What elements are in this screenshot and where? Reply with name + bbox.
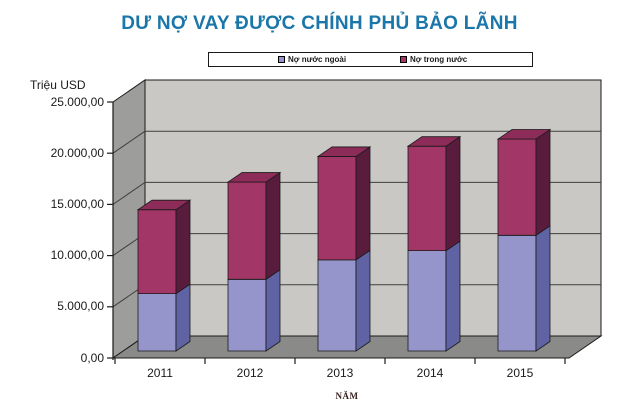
x-category-label: 2011 [147,366,173,380]
y-axis-title: Triệu USD [30,78,86,92]
bar-2014-series2-front [407,145,447,252]
x-category-label: 2013 [326,366,354,380]
x-category-label: 2015 [506,366,534,380]
bar-2011-series1-front [137,293,177,352]
bar-2015-series2-side [535,128,551,237]
bar-2012-series1-front [227,278,267,352]
legend-label: Nợ trong nước [410,55,468,64]
legend: Nợ nước ngoài Nợ trong nước [208,52,533,67]
bar-2013-series1-front [317,259,357,352]
bar-2011-series2-side [175,199,191,295]
x-category-label: 2014 [416,366,444,380]
x-category-label: 2012 [236,366,264,380]
bar-2013-series2-side [355,146,371,261]
legend-swatch-icon [400,56,407,63]
y-tick-label: 0,00 [80,350,104,365]
legend-label: Nợ nước ngoài [288,55,347,64]
bar-2011-series2-front [137,209,177,295]
chart-title: DƯ NỢ VAY ĐƯỢC CHÍNH PHỦ BẢO LÃNH [121,13,518,34]
y-tick-label: 20.000,00 [50,145,104,160]
bar-2013-series1-side [355,249,371,352]
bar-2014-series2-top [406,136,462,147]
bar-2011-series1-side [175,283,191,352]
gridline-left-wall [112,130,146,154]
y-tick-label: 10.000,00 [50,248,104,263]
bar-2012-series2-front [227,181,267,280]
bar-2015-series2-front [497,138,537,236]
legend-entry: Nợ nước ngoài [278,54,346,65]
y-tick-label: 5.000,00 [57,299,104,314]
legend-swatch-icon [278,56,285,63]
bar-2011-series2-top [136,199,192,211]
bar-2012-series2-top [226,172,282,183]
legend-entry: Nợ trong nước [400,54,467,65]
bar-2012-series1-side [265,269,281,352]
bar-2012-series2-side [265,171,281,281]
bar-2014-series1-front [407,250,447,352]
bar-2015-series2-top [496,129,552,140]
y-tick-label: 25.000,00 [50,94,104,109]
bar-2014-series1-side [445,240,461,352]
y-tick-label: 15.000,00 [50,196,104,211]
bar-2014-series2-side [445,135,461,252]
gridline-left-wall [112,181,146,205]
x-axis-title: NĂM [335,391,359,401]
bar-2013-series2-top [316,146,372,157]
bar-2015-series1-front [497,234,537,352]
bar-2013-series2-front [317,156,357,261]
bar-2015-series1-side [535,225,551,352]
